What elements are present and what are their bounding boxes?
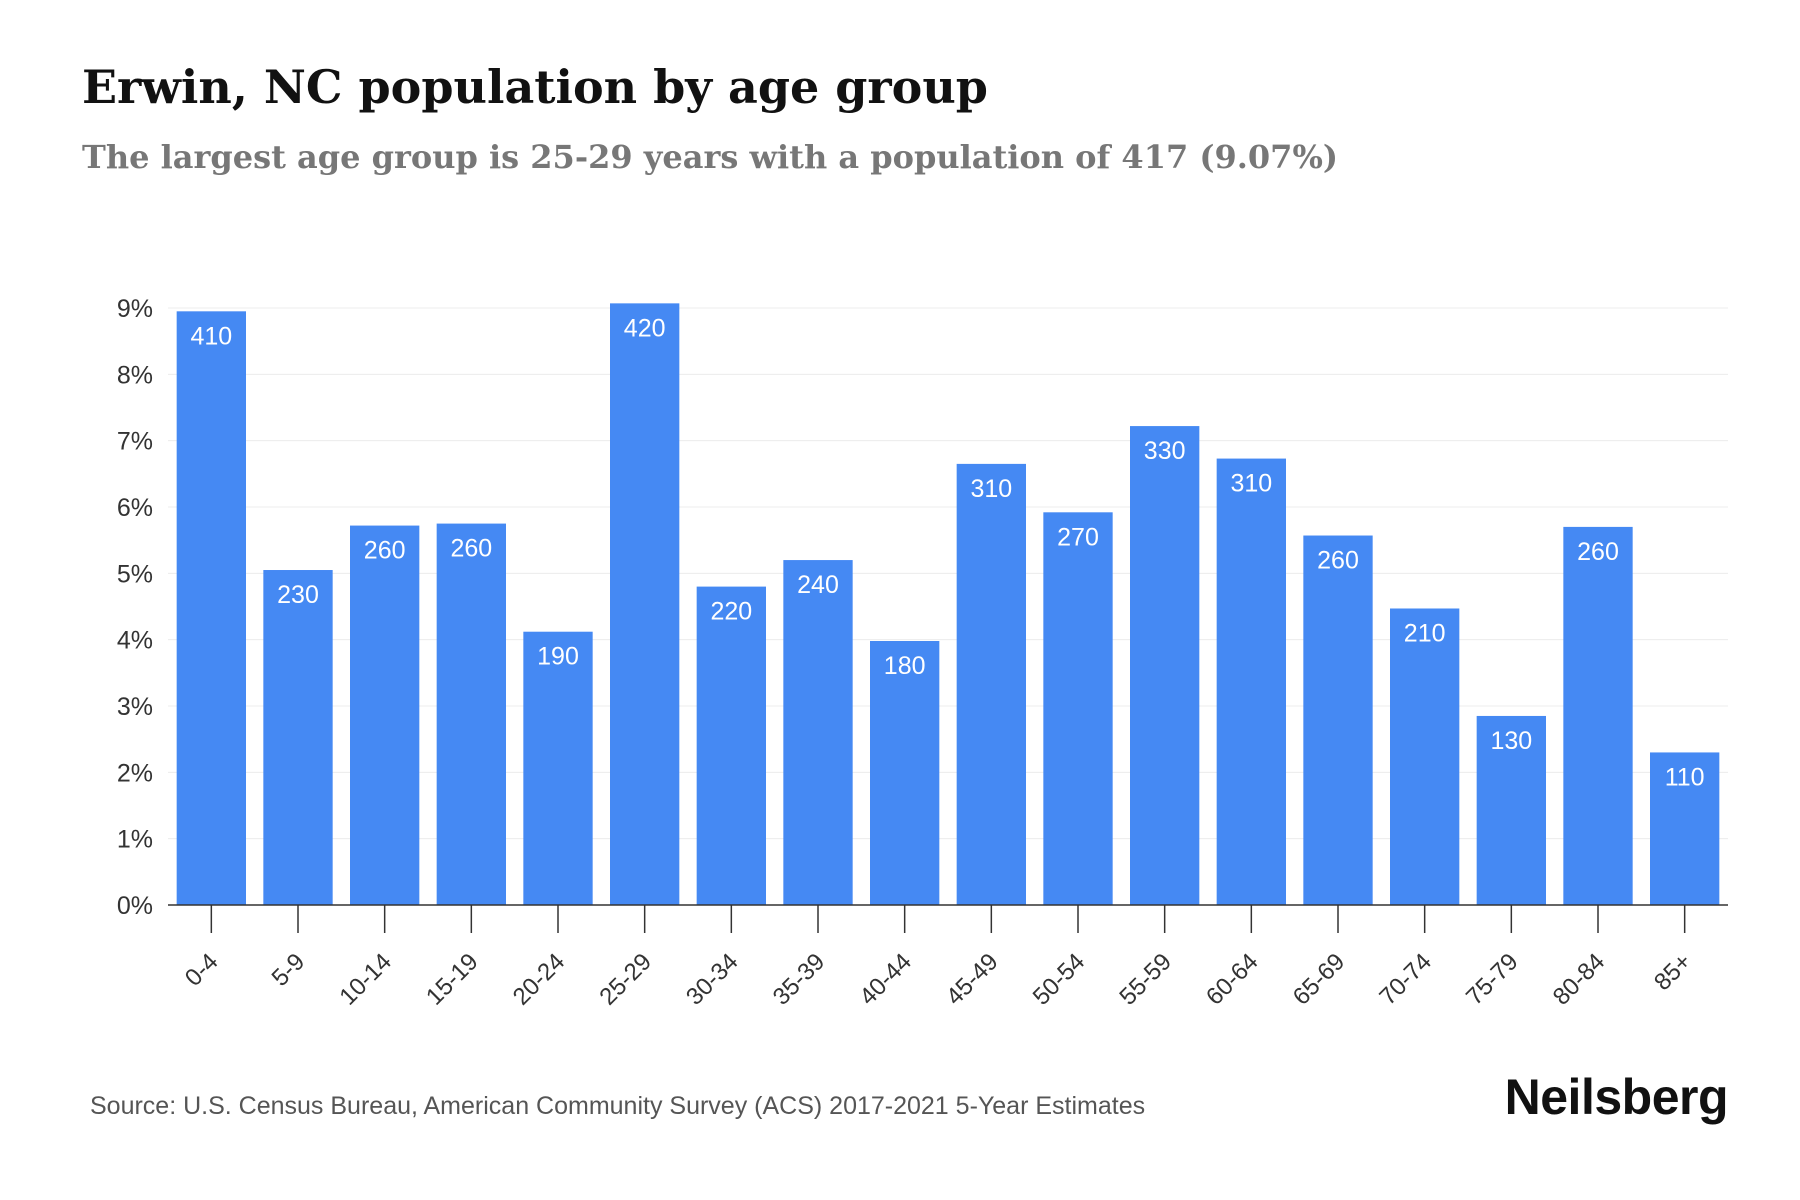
- bar: [783, 560, 853, 905]
- bar-data-label: 230: [277, 581, 319, 609]
- bar: [1130, 426, 1200, 905]
- bar-data-label: 110: [1665, 763, 1705, 791]
- x-tick-label: 40-44: [854, 948, 917, 1011]
- bar-data-label: 330: [1144, 437, 1186, 465]
- x-tick-label: 50-54: [1028, 948, 1091, 1011]
- bar: [1390, 608, 1460, 905]
- x-tick-label: 30-34: [681, 948, 744, 1011]
- x-tick-label: 10-14: [334, 948, 397, 1011]
- x-tick-label: 25-29: [594, 948, 657, 1011]
- y-tick-label: 2%: [117, 759, 153, 787]
- bar: [1476, 715, 1546, 905]
- y-tick-label: 3%: [117, 693, 153, 721]
- bar: [1216, 458, 1286, 905]
- x-tick-label: 60-64: [1201, 948, 1264, 1011]
- bar-data-label: 180: [884, 652, 926, 680]
- bar: [1563, 526, 1633, 905]
- x-tick-label: 45-49: [941, 948, 1004, 1011]
- bar-data-label: 420: [624, 314, 666, 342]
- bar-data-label: 260: [1577, 538, 1619, 566]
- bar: [523, 631, 593, 905]
- bar-data-label: 410: [190, 322, 232, 350]
- y-tick-label: 1%: [117, 826, 153, 854]
- bar-data-label: 190: [537, 643, 579, 671]
- bar: [436, 523, 506, 905]
- bar-data-label: 310: [970, 475, 1012, 503]
- y-tick-label: 5%: [117, 560, 153, 588]
- bar-data-label: 310: [1230, 470, 1272, 498]
- bar: [263, 570, 333, 905]
- x-tick-label: 80-84: [1548, 948, 1611, 1011]
- bar: [956, 463, 1026, 905]
- bar-data-label: 260: [1317, 547, 1359, 575]
- bar: [696, 586, 766, 905]
- y-tick-label: 9%: [117, 295, 153, 323]
- bar: [176, 311, 246, 906]
- x-tick-label: 0-4: [180, 948, 224, 992]
- x-tick-label: 75-79: [1461, 948, 1524, 1011]
- bar-data-label: 130: [1490, 727, 1532, 755]
- bar: [350, 525, 420, 905]
- x-tick-label: 15-19: [421, 948, 484, 1011]
- bar-data-label: 220: [710, 598, 752, 626]
- chart-subtitle: The largest age group is 25-29 years wit…: [82, 138, 1338, 176]
- source-note: Source: U.S. Census Bureau, American Com…: [90, 1092, 1146, 1120]
- bar: [610, 303, 680, 905]
- bar-chart: 0% 1% 2% 3% 4% 5% 6% 7% 8% 9% 410 0-4 230 5-9 260 10-14…: [117, 295, 1728, 1011]
- bar-data-label: 240: [797, 571, 839, 599]
- y-tick-label: 6%: [117, 494, 153, 522]
- bar-data-label: 260: [450, 535, 492, 563]
- bar-data-label: 260: [364, 537, 406, 565]
- x-tick-label: 70-74: [1374, 948, 1437, 1011]
- x-tick-label: 55-59: [1114, 948, 1177, 1011]
- y-tick-label: 0%: [117, 892, 153, 920]
- y-tick-label: 8%: [117, 361, 153, 389]
- bar: [870, 640, 940, 905]
- x-tick-label: 65-69: [1288, 948, 1351, 1011]
- y-tick-label: 7%: [117, 428, 153, 456]
- x-tick-label: 85+: [1649, 948, 1697, 996]
- bar-data-label: 210: [1404, 619, 1446, 647]
- brand-logo: Neilsberg: [1504, 1069, 1729, 1125]
- chart-title: Erwin, NC population by age group: [82, 60, 988, 114]
- x-tick-label: 35-39: [768, 948, 831, 1011]
- x-tick-label: 20-24: [508, 948, 571, 1011]
- bar: [1650, 752, 1720, 905]
- bar: [1303, 535, 1373, 905]
- bar: [1043, 512, 1113, 905]
- bar-data-label: 270: [1057, 523, 1099, 551]
- y-tick-label: 4%: [117, 627, 153, 655]
- x-tick-label: 5-9: [267, 948, 311, 992]
